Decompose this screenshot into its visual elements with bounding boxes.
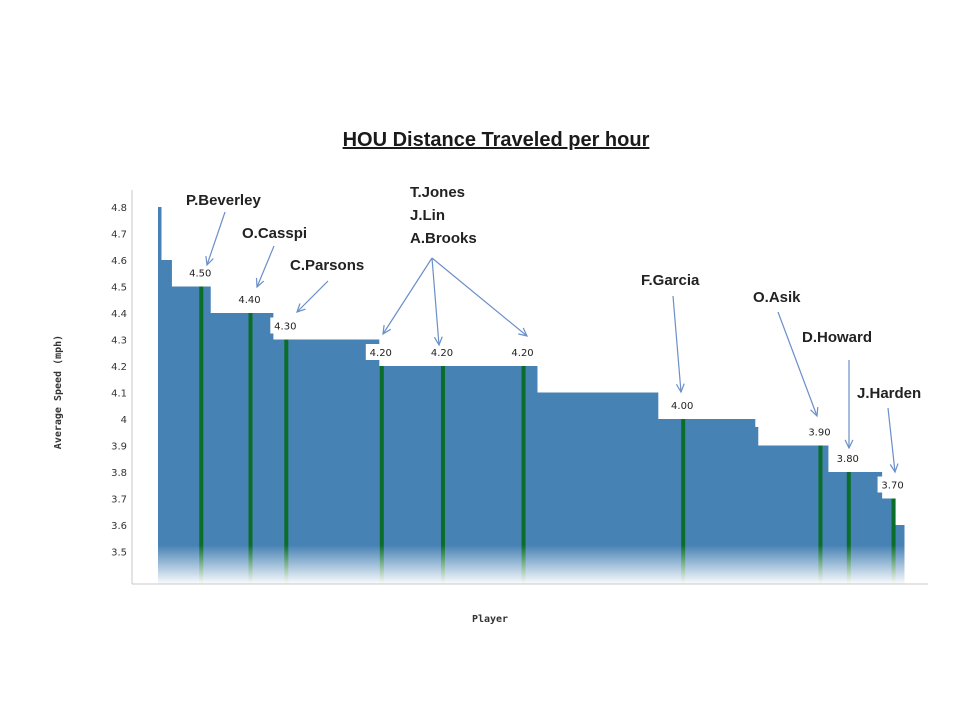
value-label-bg [507,344,540,360]
value-label: 4.50 [189,269,211,280]
x-axis-label: Player [472,614,508,625]
chart-title: HOU Distance Traveled per hour [343,129,650,151]
arrow-head [382,324,391,336]
value-label: 4.00 [671,401,693,412]
player-name-label: J.Lin [410,207,445,224]
player-name-label: D.Howard [802,329,872,346]
value-label: 3.70 [881,481,903,492]
player-highlight-line [440,366,445,584]
y-tick-label: 4.1 [111,389,127,400]
value-label: 3.80 [837,454,859,465]
y-tick-label: 3.5 [111,548,127,559]
arrow-head [518,327,529,337]
arrows-group [205,211,899,474]
player-name-label: P.Beverley [186,192,261,209]
y-axis-label: Average Speed (mph) [53,335,64,449]
y-tick-label: 4.2 [111,362,127,373]
value-labels: 4.50 4.40 4.30 4.20 4.20 4.20 4.00 3.90 3.80 3.70 [185,264,910,493]
y-tick-label: 4.7 [111,230,127,241]
player-name-label: O.Casspi [242,225,307,242]
value-label-bg [270,317,303,334]
arrow-line [672,295,682,393]
arrow-line [431,257,440,346]
player-name-label: J.Harden [857,385,921,402]
value-label: 3.90 [808,428,830,439]
value-label-bg [877,476,910,493]
bar-segment [158,207,162,584]
value-label: 4.20 [370,348,392,359]
arrow-line [887,407,896,473]
arrow-line [777,311,818,417]
arrow-head [810,406,819,418]
value-label-bg [185,264,218,281]
y-tick-label: 4.8 [111,203,127,214]
player-name-label: O.Asik [753,289,801,306]
player-name-label: F.Garcia [641,272,700,289]
player-name-label: C.Parsons [290,257,364,274]
highlight-lines [199,286,896,584]
arrow-head [296,303,306,313]
player-highlight-line [891,498,896,584]
player-highlight-line [521,366,526,584]
value-label: 4.20 [431,348,453,359]
bottom-fade [155,545,915,585]
arrow-line [431,257,528,337]
bar-segment [272,339,380,584]
y-tick-label: 4.6 [111,256,127,267]
bar-segment [210,313,274,584]
player-highlight-line [379,366,384,584]
arrow-head [433,336,443,347]
bar-segment [754,426,759,584]
arrow-head [205,255,214,267]
value-label-bg [365,344,398,360]
arrow-line [206,211,226,266]
value-label-bg [832,450,865,466]
player-name-label: A.Brooks [410,230,477,247]
player-highlight-line [681,419,686,584]
y-tick-label: 4.5 [111,283,127,294]
player-highlight-line [284,339,289,584]
y-tick-label: 4.3 [111,336,127,347]
y-tick-label: 3.6 [111,521,127,532]
arrow-head [889,463,899,474]
y-tick-label: 3.8 [111,468,127,479]
bar-segment [160,260,172,584]
bar-segment [171,286,211,584]
value-label: 4.20 [511,348,533,359]
player-highlight-line [199,286,204,584]
arrow-line [256,245,275,288]
value-label-bg [426,344,459,360]
arrow-line [382,257,433,335]
arrow-head [255,277,265,289]
y-tick-label: 4.4 [111,309,127,320]
arrow-head [844,439,854,450]
value-label-bg [667,397,700,413]
y-tick-label: 4 [121,415,127,426]
player-highlight-line [818,445,823,584]
value-label: 4.30 [274,322,296,333]
player-name-label: T.Jones [410,184,465,201]
arrow-head [675,383,685,394]
value-label-bg [804,423,837,440]
player-highlight-line [248,313,253,584]
y-tick-label: 3.7 [111,495,127,506]
y-tick-labels: 4.8 4.7 4.6 4.5 4.4 4.3 4.2 4.1 4 3.9 3.8 3.7 3.6 3.5 [111,203,127,559]
bars-group [158,207,905,584]
player-highlight-line [846,472,851,584]
player-name-labels: P.Beverley O.Casspi C.Parsons T.Jones J.Lin A… [186,184,921,402]
y-tick-label: 3.9 [111,442,127,453]
value-label-bg [234,291,267,307]
value-label: 4.40 [238,295,260,306]
arrow-line [296,280,329,313]
